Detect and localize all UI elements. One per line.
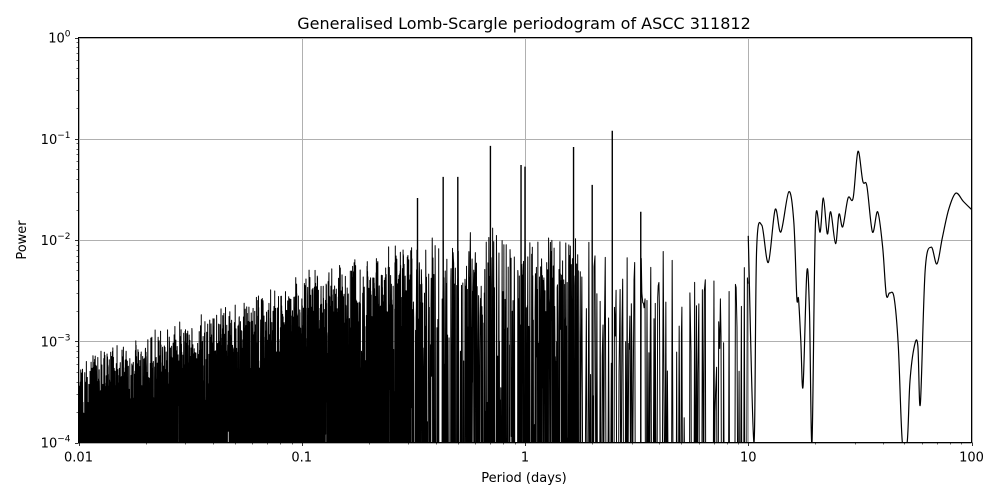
- noise-segment: [78, 227, 749, 442]
- y-axis-label: Power: [15, 220, 30, 260]
- y-axis: 100 10−1 10−2 10−3 10−4: [41, 30, 79, 452]
- periodogram-line: [78, 130, 971, 442]
- y-tick-label: 10−3: [41, 333, 71, 350]
- x-tick-label: 1: [521, 451, 529, 466]
- plot-frame: [78, 37, 972, 443]
- x-tick-label: 0.01: [64, 451, 93, 466]
- x-axis-label: Period (days): [481, 471, 567, 486]
- y-tick-label: 100: [48, 30, 71, 47]
- y-tick-label: 10−4: [41, 435, 71, 452]
- y-tick-label: 10−2: [41, 232, 71, 249]
- x-tick-label: 0.1: [291, 451, 312, 466]
- x-axis: 0.01 0.1 1 10 100: [64, 442, 984, 466]
- x-tick-label: 100: [959, 451, 984, 466]
- x-tick-label: 10: [740, 451, 757, 466]
- chart-title: Generalised Lomb-Scargle periodogram of …: [297, 14, 751, 33]
- y-tick-label: 10−1: [41, 131, 71, 148]
- smooth-segment: [747, 150, 971, 442]
